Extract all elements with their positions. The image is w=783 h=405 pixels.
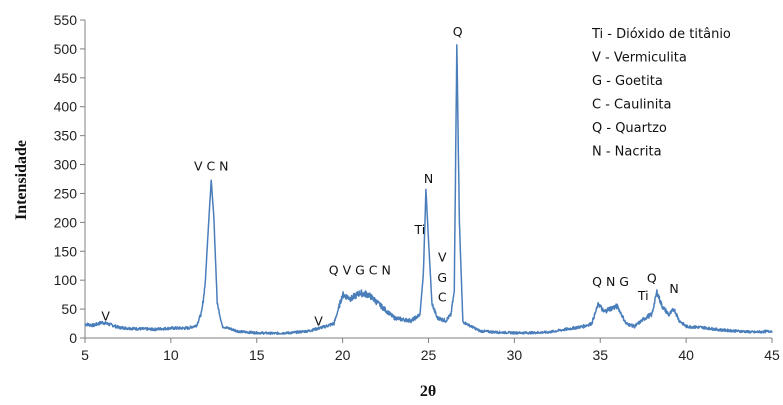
x-tick-label: 30 [507,347,523,363]
legend-entry: V - Vermiculita [592,51,687,66]
x-tick-label: 10 [163,347,179,363]
y-tick-label: 50 [61,301,77,317]
peak-label: Ti [637,288,649,303]
y-tick-label: 500 [54,41,78,57]
x-tick-label: 35 [592,347,608,363]
legend: Ti - Dióxido de titânio V - Vermiculita G … [591,27,731,160]
x-tick-label: 5 [81,347,89,363]
x-tick-label: 15 [249,347,265,363]
series-layer [84,44,773,336]
legend-entry: Ti - Dióxido de titânio [591,27,731,42]
x-tick-label: 25 [421,347,437,363]
y-tick-label: 250 [54,185,78,201]
legend-entry: Q - Quartzo [592,121,667,136]
peak-label: N [669,281,678,296]
y-tick-label: 450 [54,70,78,86]
tick-labels: 0 50 100 150 200 250 300 350 400 450 500 550 5 10 15 20… [54,12,780,363]
y-tick-label: 150 [54,243,78,259]
y-tick-label: 300 [54,157,78,173]
y-tick-label: 350 [54,128,78,144]
peak-label: N [424,171,433,186]
peak-label: V C N [194,158,229,173]
y-tick-label: 550 [54,12,78,28]
axes [80,19,773,343]
peak-label: Q N G [592,274,629,289]
peak-label: G [437,270,447,285]
diffractogram-line [84,44,773,336]
y-axis-title: Intensidade [13,140,30,220]
y-tick-label: 100 [54,272,78,288]
peak-label: Q [453,24,463,39]
x-tick-label: 45 [764,347,780,363]
legend-entry: N - Nacrita [592,145,662,160]
y-tick-label: 400 [54,99,78,115]
y-tick-label: 0 [69,330,77,346]
x-axis-title: 2θ [420,383,436,400]
legend-entry: C - Caulinita [592,98,671,113]
legend-entry: G - Goetita [592,74,663,89]
peak-label: V [314,313,323,328]
peak-label: Q V G C N [329,262,391,277]
peak-label: V [101,309,110,324]
y-tick-label: 200 [54,214,78,230]
x-tick-label: 40 [678,347,694,363]
peak-label: V [438,250,447,265]
peak-label: Q [647,270,657,285]
peak-label: Ti [414,222,426,237]
peak-label: C [438,290,447,305]
x-tick-label: 20 [335,347,351,363]
